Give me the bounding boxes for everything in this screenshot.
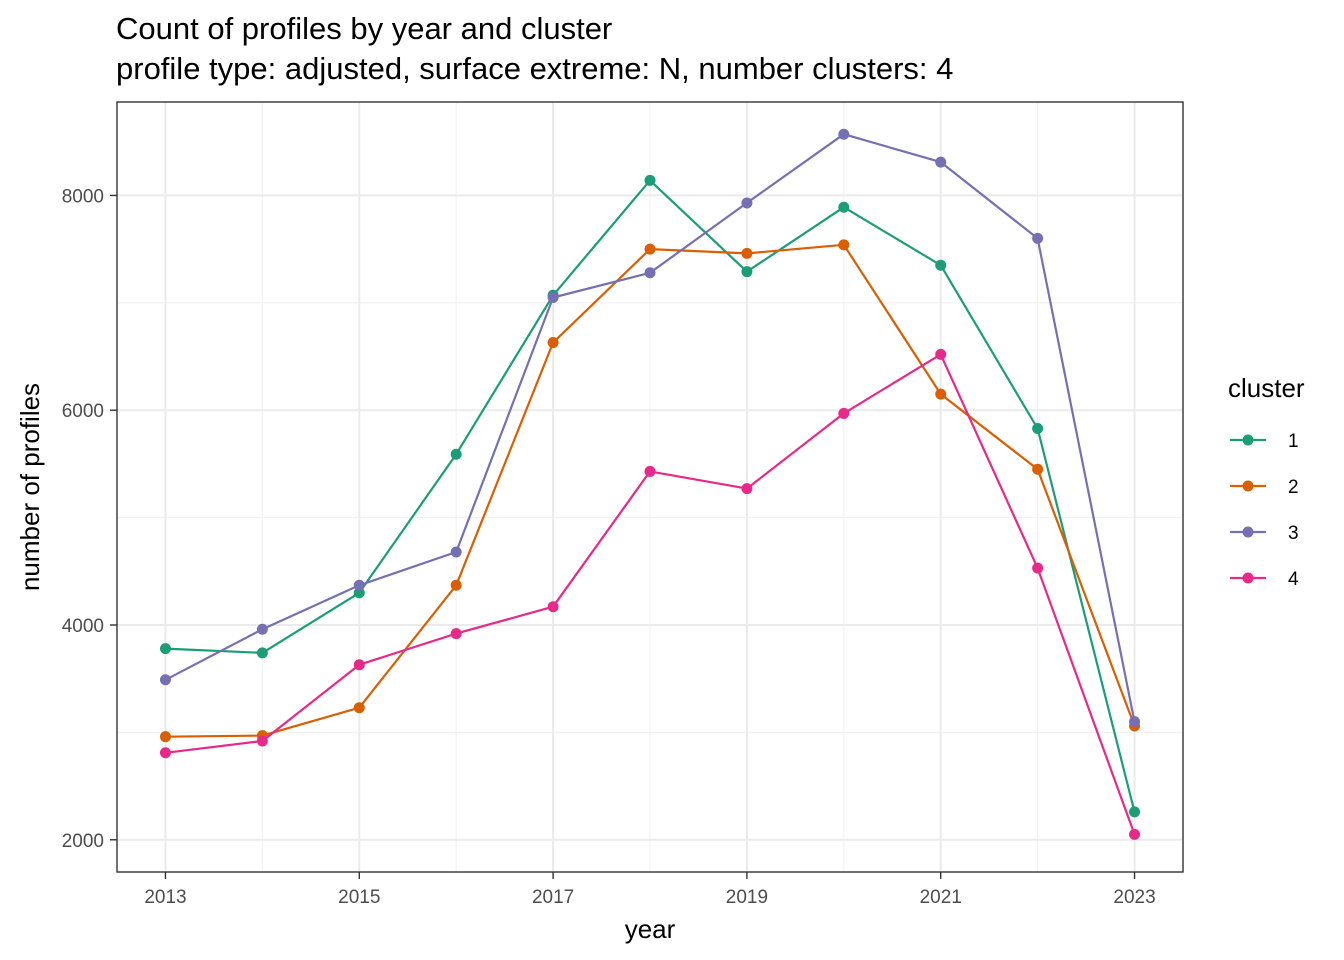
data-point <box>1032 422 1044 434</box>
legend-title: cluster <box>1228 373 1305 403</box>
data-point <box>1129 828 1141 840</box>
chart-subtitle: profile type: adjusted, surface extreme:… <box>116 51 953 86</box>
y-tick-label: 6000 <box>62 401 104 422</box>
legend-item-3: 3 <box>1230 523 1299 544</box>
legend-label: 1 <box>1288 431 1299 452</box>
x-tick-label: 2021 <box>920 887 962 908</box>
data-point <box>159 747 171 759</box>
axis-ticks <box>110 194 1136 879</box>
data-point <box>644 243 656 255</box>
y-axis-title: number of profiles <box>15 383 45 591</box>
data-point <box>159 674 171 686</box>
legend-item-1: 1 <box>1230 431 1299 452</box>
legend-item-2: 2 <box>1230 477 1299 498</box>
data-point <box>159 731 171 743</box>
x-tick-label: 2017 <box>532 887 574 908</box>
data-point <box>1129 716 1141 728</box>
legend-key-point <box>1242 480 1254 492</box>
chart-title: Count of profiles by year and cluster <box>116 11 612 46</box>
y-tick-labels: 2000 4000 6000 8000 <box>62 186 104 851</box>
legend-label: 4 <box>1288 569 1299 590</box>
grid-major <box>117 102 1183 872</box>
y-tick-label: 4000 <box>62 616 104 637</box>
data-point <box>450 448 462 460</box>
data-point <box>838 128 850 140</box>
x-tick-label: 2019 <box>726 887 768 908</box>
x-tick-labels: 2013 2015 2017 2019 2021 2023 <box>144 887 1155 908</box>
data-point <box>1032 232 1044 244</box>
series-4 <box>159 348 1141 840</box>
plot-panel-border <box>116 101 1184 873</box>
data-point <box>353 579 365 591</box>
data-point <box>935 388 947 400</box>
data-point <box>741 197 753 209</box>
data-point <box>547 601 559 613</box>
x-axis-title: year <box>625 914 676 944</box>
data-point <box>1129 806 1141 818</box>
data-point <box>159 643 171 655</box>
data-point <box>644 267 656 279</box>
x-tick-label: 2023 <box>1113 887 1155 908</box>
x-tick-label: 2015 <box>338 887 380 908</box>
data-point <box>935 348 947 360</box>
y-tick-label: 8000 <box>62 186 104 207</box>
data-point <box>256 647 268 659</box>
data-point <box>741 483 753 495</box>
series-layer <box>159 128 1141 840</box>
legend-items: 1 2 3 4 <box>1230 431 1299 590</box>
data-point <box>935 156 947 168</box>
data-point <box>547 337 559 349</box>
y-tick-label: 2000 <box>62 831 104 852</box>
data-point <box>838 407 850 419</box>
data-point <box>838 201 850 213</box>
series-3 <box>159 128 1141 728</box>
data-point <box>935 259 947 271</box>
data-point <box>450 628 462 640</box>
data-point <box>741 247 753 259</box>
legend-label: 2 <box>1288 477 1299 498</box>
data-point <box>547 291 559 303</box>
legend-label: 3 <box>1288 523 1299 544</box>
x-tick-label: 2013 <box>144 887 186 908</box>
data-point <box>353 659 365 671</box>
legend-key-point <box>1242 434 1254 446</box>
data-point <box>353 587 365 599</box>
data-point <box>1032 463 1044 475</box>
data-point <box>1032 562 1044 574</box>
data-point <box>741 266 753 278</box>
series-1 <box>159 174 1141 818</box>
legend: cluster 1 2 3 4 <box>1228 373 1305 590</box>
legend-key-point <box>1242 526 1254 538</box>
legend-item-4: 4 <box>1230 569 1299 590</box>
data-point <box>838 239 850 251</box>
series-2 <box>159 239 1141 743</box>
legend-key-point <box>1242 572 1254 584</box>
grid-minor <box>117 102 1183 872</box>
data-point <box>450 546 462 558</box>
data-point <box>353 702 365 714</box>
data-point <box>256 623 268 635</box>
data-point <box>450 579 462 591</box>
data-point <box>256 735 268 747</box>
data-point <box>644 174 656 186</box>
data-point <box>644 465 656 477</box>
